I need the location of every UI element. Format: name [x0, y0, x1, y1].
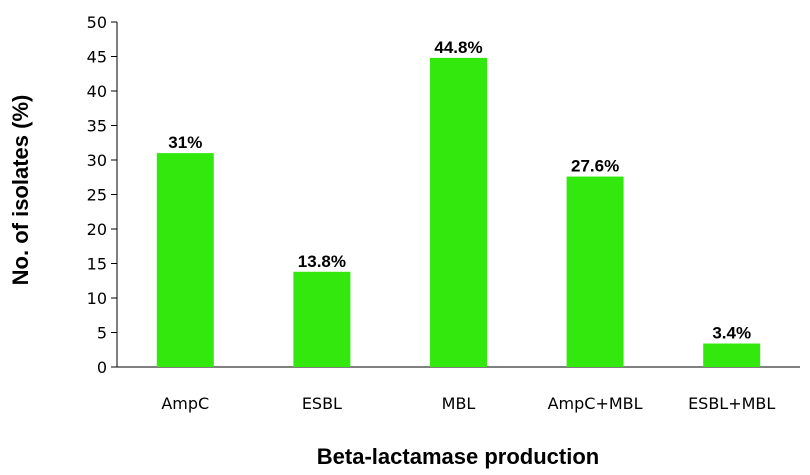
- y-tick-label: 5: [97, 324, 107, 343]
- y-tick-label: 20: [87, 220, 107, 239]
- y-tick-label: 15: [87, 255, 107, 274]
- bar-data-label: 3.4%: [712, 324, 751, 343]
- y-tick-label: 30: [87, 151, 107, 170]
- bar-data-label: 31%: [168, 133, 202, 152]
- x-tick-label: MBL: [442, 394, 476, 413]
- bar-data-label: 27.6%: [571, 157, 619, 176]
- x-axis: AmpC ESBL MBL AmpC+MBL ESBL+MBL: [117, 366, 800, 413]
- y-tick-label: 0: [97, 358, 107, 377]
- bar-data-label: 13.8%: [298, 252, 346, 271]
- y-axis: 0 5 10 15 20 25 30 35 40 45 50: [87, 13, 118, 377]
- bar: [430, 57, 487, 367]
- bar: [566, 176, 624, 367]
- x-axis-title: Beta-lactamase production: [317, 444, 599, 469]
- y-tick-label: 35: [87, 117, 107, 136]
- x-tick-label: ESBL: [302, 394, 342, 413]
- y-tick-label: 40: [87, 82, 107, 101]
- y-tick-label: 50: [87, 13, 107, 32]
- y-tick-label: 10: [87, 289, 107, 308]
- bars: [156, 57, 761, 367]
- bar-data-label: 44.8%: [434, 38, 482, 57]
- data-labels: 31% 13.8% 44.8% 27.6% 3.4%: [168, 38, 751, 343]
- y-axis-title: No. of isolates (%): [8, 95, 33, 286]
- bar: [293, 271, 351, 367]
- x-tick-label: AmpC+MBL: [548, 394, 643, 413]
- y-tick-label: 25: [87, 186, 107, 205]
- x-tick-label: AmpC: [161, 394, 209, 413]
- x-tick-label: ESBL+MBL: [688, 394, 775, 413]
- bar: [703, 343, 761, 367]
- y-tick-label: 45: [87, 48, 107, 67]
- bar: [156, 153, 214, 367]
